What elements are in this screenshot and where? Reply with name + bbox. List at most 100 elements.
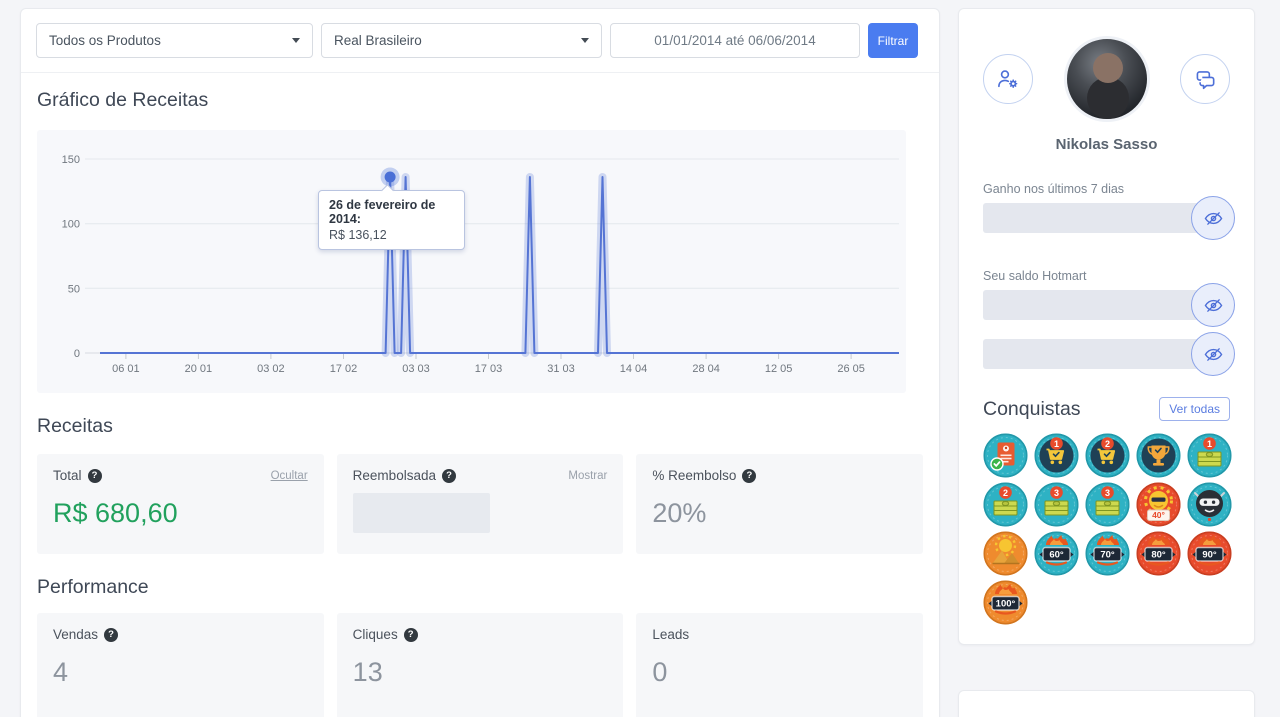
svg-text:06 01: 06 01 bbox=[112, 363, 140, 375]
help-icon[interactable] bbox=[403, 627, 418, 642]
vendas-value: 4 bbox=[53, 657, 69, 687]
balance-hidden-bar-1 bbox=[983, 283, 1235, 327]
badge-temperatura-90[interactable]: 90° bbox=[1187, 531, 1232, 576]
svg-text:100°: 100° bbox=[996, 599, 1016, 610]
main-panel: Todos os Produtos Real Brasileiro 01/01/… bbox=[20, 8, 940, 717]
svg-text:12 05: 12 05 bbox=[765, 363, 793, 375]
badge-ganho-nivel-1[interactable]: 1 bbox=[1187, 433, 1232, 478]
tooltip-value: R$ 136,12 bbox=[329, 228, 387, 242]
account-settings-button[interactable] bbox=[983, 54, 1033, 104]
cliques-card: Cliques 13 bbox=[336, 613, 624, 717]
svg-text:70°: 70° bbox=[1100, 550, 1115, 561]
svg-text:1: 1 bbox=[1054, 439, 1059, 449]
messages-button[interactable] bbox=[1180, 54, 1230, 104]
svg-text:14 04: 14 04 bbox=[620, 363, 648, 375]
total-card: Total Ocultar R$ 680,60 bbox=[37, 454, 324, 554]
eye-slash-icon bbox=[1204, 298, 1222, 312]
profile-panel: Nikolas Sasso Ganho nos últimos 7 dias S… bbox=[958, 8, 1255, 645]
achievements-grid: 1 2 1 bbox=[983, 433, 1232, 625]
currency-select[interactable]: Real Brasileiro bbox=[321, 23, 602, 58]
badge-temperatura-60[interactable]: 60° bbox=[1034, 531, 1079, 576]
achievements-header: Conquistas Ver todas bbox=[983, 397, 1230, 421]
cliques-label: Cliques bbox=[352, 627, 398, 642]
eye-slash-icon bbox=[1204, 211, 1222, 225]
badge-deserto[interactable] bbox=[983, 531, 1028, 576]
svg-text:3: 3 bbox=[1105, 488, 1110, 498]
revenue-chart[interactable]: 0 50 100 150 06 01 20 01 03 02 17 02 03 03 17 03 3… bbox=[37, 130, 906, 393]
svg-text:150: 150 bbox=[62, 154, 80, 166]
svg-text:90°: 90° bbox=[1202, 550, 1217, 561]
product-select-value: Todos os Produtos bbox=[49, 33, 161, 48]
toggle-visibility-button[interactable] bbox=[1191, 196, 1235, 240]
secondary-panel bbox=[958, 690, 1255, 717]
badge-venda-2[interactable]: 2 bbox=[1085, 433, 1130, 478]
badge-ninja[interactable] bbox=[1187, 482, 1232, 527]
badge-ganho-nivel-3b[interactable]: 3 bbox=[1085, 482, 1130, 527]
currency-select-value: Real Brasileiro bbox=[334, 33, 422, 48]
vendas-label: Vendas bbox=[53, 627, 99, 642]
help-icon[interactable] bbox=[87, 468, 102, 483]
chat-bubbles-icon bbox=[1196, 71, 1215, 90]
date-range-value: 01/01/2014 até 06/06/2014 bbox=[654, 33, 816, 48]
achievements-heading: Conquistas bbox=[983, 397, 1081, 420]
total-label: Total bbox=[53, 468, 82, 483]
svg-text:2: 2 bbox=[1105, 439, 1110, 449]
ocultar-link[interactable]: Ocultar bbox=[270, 469, 308, 482]
badge-temperatura-80[interactable]: 80° bbox=[1136, 531, 1181, 576]
hidden-value-block bbox=[352, 493, 490, 533]
total-value: R$ 680,60 bbox=[53, 498, 178, 528]
svg-text:80°: 80° bbox=[1151, 550, 1166, 561]
svg-text:100: 100 bbox=[62, 219, 80, 231]
revenue-chart-title: Gráfico de Receitas bbox=[37, 89, 209, 111]
leads-value: 0 bbox=[652, 657, 668, 687]
toggle-visibility-button[interactable] bbox=[1191, 283, 1235, 327]
svg-text:17 03: 17 03 bbox=[475, 363, 503, 375]
avatar[interactable] bbox=[1063, 36, 1150, 122]
reembolsada-label: Reembolsada bbox=[352, 468, 436, 483]
toggle-visibility-button[interactable] bbox=[1191, 332, 1235, 376]
badge-temperatura-70[interactable]: 70° bbox=[1085, 531, 1130, 576]
main-content: Gráfico de Receitas 0 50 100 150 06 01 20 01 0… bbox=[21, 87, 939, 717]
svg-text:3: 3 bbox=[1054, 488, 1059, 498]
performance-heading: Performance bbox=[37, 576, 149, 598]
reembolso-pct-card: % Reembolso 20% bbox=[636, 454, 924, 554]
earnings-label: Ganho nos últimos 7 dias bbox=[983, 182, 1125, 196]
performance-cards: Vendas 4 Cliques 13 Leads 0 bbox=[37, 613, 924, 717]
svg-text:28 04: 28 04 bbox=[692, 363, 720, 375]
badge-trofeu[interactable] bbox=[1136, 433, 1181, 478]
filter-toolbar: Todos os Produtos Real Brasileiro 01/01/… bbox=[21, 9, 939, 73]
svg-text:31 03: 31 03 bbox=[547, 363, 575, 375]
badge-temperatura-100[interactable]: 100° bbox=[983, 580, 1028, 625]
receitas-cards: Total Ocultar R$ 680,60 Reembolsada Most… bbox=[37, 454, 924, 554]
svg-text:03 03: 03 03 bbox=[402, 363, 430, 375]
help-icon[interactable] bbox=[104, 627, 119, 642]
help-icon[interactable] bbox=[441, 468, 456, 483]
chevron-down-icon bbox=[292, 38, 300, 43]
profile-name: Nikolas Sasso bbox=[1055, 136, 1158, 153]
cliques-value: 13 bbox=[352, 657, 383, 687]
date-range-input[interactable]: 01/01/2014 até 06/06/2014 bbox=[610, 23, 860, 58]
view-all-button[interactable]: Ver todas bbox=[1159, 397, 1230, 421]
reembolsada-card: Reembolsada Mostrar bbox=[336, 454, 624, 554]
vendas-card: Vendas 4 bbox=[37, 613, 324, 717]
mostrar-link[interactable]: Mostrar bbox=[568, 469, 608, 482]
badge-perfil-verificado[interactable] bbox=[983, 433, 1028, 478]
svg-text:0: 0 bbox=[74, 348, 80, 360]
svg-text:26 05: 26 05 bbox=[837, 363, 865, 375]
svg-text:50: 50 bbox=[68, 283, 80, 295]
svg-text:03 02: 03 02 bbox=[257, 363, 285, 375]
svg-text:1: 1 bbox=[1207, 439, 1212, 449]
product-select[interactable]: Todos os Produtos bbox=[36, 23, 313, 58]
revenue-line-chart: 0 50 100 150 06 01 20 01 03 02 17 02 03 03 17 03 3… bbox=[62, 154, 899, 375]
badge-ganho-nivel-3[interactable]: 3 bbox=[1034, 482, 1079, 527]
filter-button[interactable]: Filtrar bbox=[868, 23, 918, 58]
help-icon[interactable] bbox=[742, 468, 757, 483]
earnings-hidden-bar bbox=[983, 196, 1235, 240]
badge-ganho-nivel-2[interactable]: 2 bbox=[983, 482, 1028, 527]
chart-tooltip: 26 de fevereiro de 2014: R$ 136,12 bbox=[318, 190, 465, 250]
user-gear-icon bbox=[998, 70, 1018, 88]
badge-venda-1[interactable]: 1 bbox=[1034, 433, 1079, 478]
badge-temperatura-40[interactable]: 40° bbox=[1136, 482, 1181, 527]
svg-text:40°: 40° bbox=[1152, 510, 1165, 520]
leads-label: Leads bbox=[652, 627, 690, 642]
